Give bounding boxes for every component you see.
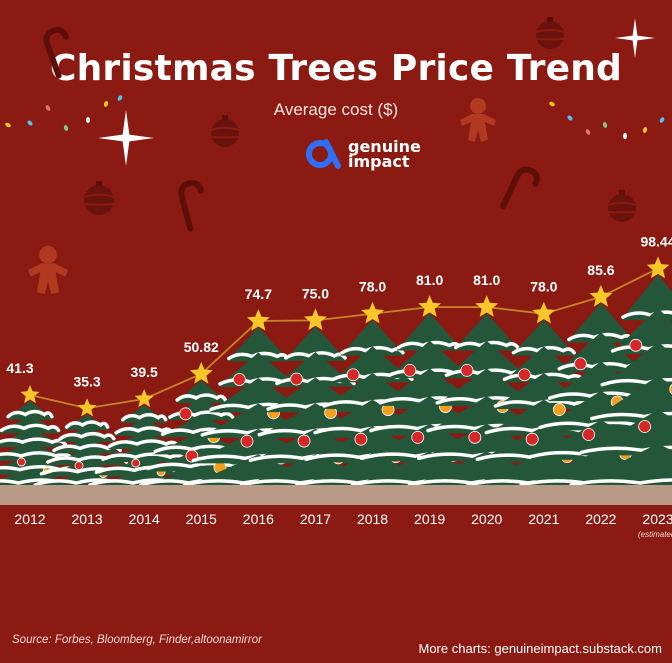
gingerbread-icon: [28, 245, 68, 295]
value-label: 75.0: [302, 285, 329, 301]
tree-ornament-icon: [411, 430, 425, 444]
tree-ornament-icon: [518, 368, 531, 382]
x-tick-label: 2013: [72, 511, 103, 527]
genuine-impact-logo-icon: [306, 139, 341, 169]
tree-ornament-icon: [669, 384, 672, 395]
tree-ornament-icon: [552, 403, 566, 416]
candy-cane-icon: [500, 166, 540, 210]
tree-ornament-icon: [290, 372, 303, 386]
tree-ornament-icon: [354, 432, 368, 446]
tree-ornament-icon: [582, 428, 596, 441]
estimated-note: (estimated): [638, 530, 672, 539]
ornament-icon: [83, 181, 115, 215]
value-label: 81.0: [473, 272, 500, 288]
star-icon: [475, 295, 499, 317]
tree-ornament-icon: [131, 458, 141, 468]
value-labels-layer: 41.3 35.3 39.5 50.82 74.7 75.0 78.0 81.0 81.0 78.…: [6, 233, 672, 389]
x-tick-label: 2019: [414, 511, 445, 527]
x-tick-label: 2023: [642, 511, 672, 527]
trees-layer: [0, 274, 672, 488]
value-label: 85.6: [587, 262, 614, 278]
gingerbread-icon: [460, 98, 496, 142]
tree-ornament-icon: [346, 368, 360, 382]
x-tick-label: 2022: [585, 511, 616, 527]
candy-cane-icon: [43, 26, 69, 79]
value-label: 35.3: [73, 373, 100, 389]
x-tick-label: 2021: [528, 511, 559, 527]
brand-name-line1: genuine: [348, 137, 421, 156]
source-note: Source: Forbes, Bloomberg, Finder,altoon…: [12, 634, 262, 646]
chart-subtitle: Average cost ($): [273, 100, 399, 119]
x-axis-labels: 2012 2013 2014 2015 2016 2017 2018 2019 2020 2021…: [14, 511, 672, 539]
tree-ornament-icon: [74, 461, 84, 471]
x-tick-label: 2017: [300, 511, 331, 527]
tree-ornament-icon: [525, 432, 539, 446]
brand-name-line2: impact: [348, 152, 410, 171]
star-icon: [304, 308, 327, 331]
x-tick-label: 2012: [14, 511, 45, 527]
value-label: 41.3: [6, 360, 33, 376]
value-label: 39.5: [131, 364, 158, 380]
star-icon: [134, 389, 154, 408]
star-icon: [361, 301, 384, 324]
tree-ornament-icon: [240, 434, 254, 448]
star-icon: [646, 256, 670, 279]
x-tick-label: 2018: [357, 511, 388, 527]
candy-cane-icon: [178, 180, 204, 232]
tree-ornament-icon: [17, 457, 26, 467]
ornament-icon: [607, 190, 637, 222]
chart-title: Christmas Trees Price Trend: [49, 48, 623, 89]
ornament-icon: [535, 17, 565, 49]
tree-ornament-icon: [629, 338, 643, 352]
value-label: 78.0: [359, 279, 386, 295]
star-icon: [189, 361, 213, 384]
value-label: 50.82: [184, 339, 219, 355]
star-icon: [247, 309, 270, 331]
value-label: 74.7: [245, 286, 272, 302]
christmas-tree-icon: [569, 274, 672, 488]
tree-ornament-icon: [468, 430, 482, 444]
star-icon: [77, 398, 97, 417]
brand-logo: genuine impact: [304, 136, 421, 172]
tree-ornament-icon: [297, 434, 311, 448]
star-icon: [418, 295, 441, 317]
ground-strip: [0, 485, 672, 505]
tree-ornament-icon: [460, 363, 474, 377]
tree-ornament-icon: [233, 373, 246, 386]
more-charts-link[interactable]: More charts: genuineimpact.substack.com: [418, 641, 663, 656]
stars-layer: [20, 256, 670, 417]
string-lights-icon: [5, 95, 123, 131]
value-label: 81.0: [416, 272, 443, 288]
x-tick-label: 2015: [186, 511, 217, 527]
star-icon: [20, 385, 40, 404]
ornament-icon: [210, 115, 240, 147]
sparkle-icon: [615, 18, 655, 58]
tree-ornament-icon: [638, 420, 652, 433]
decorations: [5, 17, 665, 295]
value-label: 78.0: [530, 279, 557, 295]
star-icon: [589, 284, 613, 307]
x-tick-label: 2020: [471, 511, 502, 527]
string-lights-icon: [549, 101, 665, 139]
x-tick-label: 2014: [129, 511, 160, 527]
sparkle-icon: [98, 110, 154, 166]
value-label: 98.44: [640, 233, 672, 249]
tree-ornament-icon: [179, 407, 193, 421]
x-tick-label: 2016: [243, 511, 274, 527]
tree-ornament-icon: [574, 357, 587, 371]
tree-ornament-icon: [403, 363, 417, 377]
star-icon: [532, 301, 556, 324]
